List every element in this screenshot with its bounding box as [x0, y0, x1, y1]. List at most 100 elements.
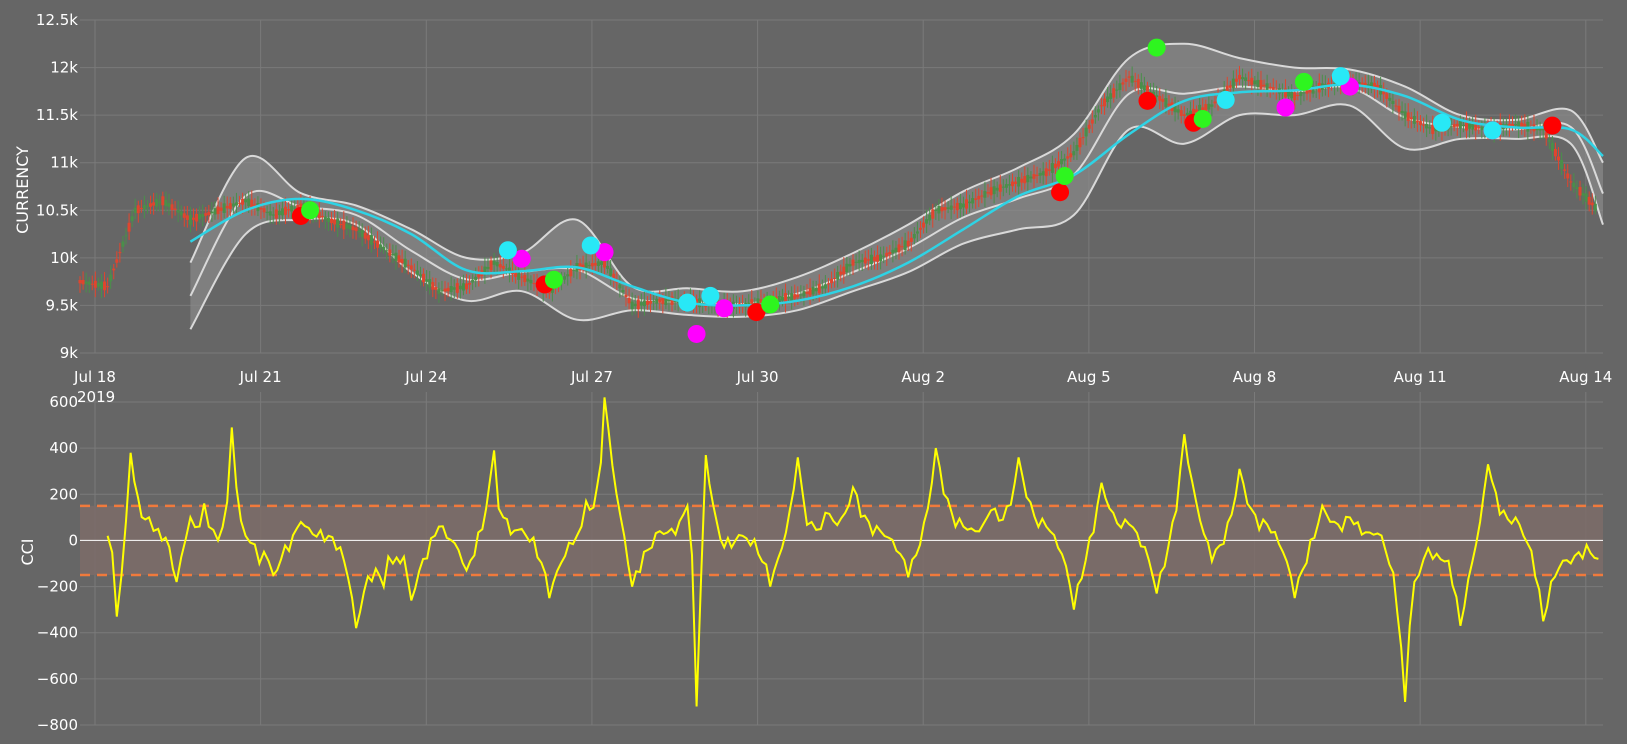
candle-body — [915, 231, 919, 234]
candle-body — [452, 287, 456, 290]
candle-body — [1449, 126, 1453, 128]
price-y-tick-label: 9.5k — [45, 296, 78, 314]
candle-body — [425, 279, 429, 282]
candle-body — [1241, 77, 1245, 80]
candle-body — [1063, 158, 1067, 161]
candle-body — [1207, 103, 1211, 110]
x-tick-label: Jul 18 — [73, 368, 116, 386]
candle-body — [1234, 78, 1238, 82]
candle-body — [946, 207, 950, 209]
cci-y-tick-label: 600 — [49, 393, 78, 411]
candle-body — [928, 214, 932, 221]
candle-body — [1593, 203, 1597, 211]
candle-body — [259, 207, 263, 210]
candle-body — [698, 298, 702, 308]
candle-body — [1109, 93, 1113, 99]
candle-body — [363, 232, 367, 239]
x-tick-label: Jul 21 — [239, 368, 282, 386]
candle-body — [566, 274, 570, 277]
candle-body — [145, 205, 149, 207]
cci-y-tick-label: −400 — [37, 624, 78, 642]
candle-body — [925, 219, 929, 224]
candle-body — [1011, 181, 1015, 187]
candle-body — [912, 233, 916, 239]
candle-body — [1464, 120, 1468, 131]
candle-body — [1471, 124, 1475, 130]
candle-body — [526, 278, 530, 282]
candle-body — [517, 270, 521, 280]
candle-body — [1145, 85, 1149, 94]
candle-body — [1198, 104, 1202, 115]
signal-marker-green — [761, 295, 780, 314]
candle-body — [879, 254, 883, 262]
candle-body — [176, 210, 180, 213]
candle-body — [1391, 100, 1395, 104]
candle-body — [149, 203, 153, 207]
price-y-tick-label: 11k — [50, 154, 78, 172]
candle-body — [1455, 123, 1459, 127]
candle-body — [1293, 92, 1297, 101]
candle-body — [1130, 75, 1134, 83]
candle-body — [989, 187, 993, 196]
candle-body — [1520, 122, 1524, 129]
cci-y-tick-label: 200 — [49, 485, 78, 503]
candle-body — [1035, 174, 1039, 177]
candle-body — [958, 203, 962, 210]
candle-body — [443, 288, 447, 292]
cci-y-tick-label: −200 — [37, 578, 78, 596]
axis-labels: Jul 18 Jul 21 Jul 24 Jul 27 Jul 30 Aug 2 Aug 5… — [13, 11, 1612, 734]
candle-body — [1366, 84, 1370, 86]
candle-body — [784, 293, 788, 303]
candle-body — [1041, 171, 1045, 176]
candle-body — [336, 218, 340, 228]
candle-body — [1149, 91, 1153, 93]
candle-body — [1179, 110, 1183, 116]
candle-body — [369, 235, 373, 245]
candle-body — [84, 281, 88, 284]
candle-body — [179, 211, 183, 216]
candle-body — [652, 301, 656, 303]
candle-body — [1376, 85, 1380, 89]
candle-body — [1020, 178, 1024, 183]
candle-body — [234, 202, 238, 206]
candle-body — [1363, 82, 1367, 87]
candle-body — [593, 262, 597, 266]
candle-body — [1575, 187, 1579, 190]
candle-body — [253, 204, 257, 207]
candle-body — [1204, 104, 1208, 112]
candle-body — [268, 211, 272, 216]
cci-threshold-band — [80, 504, 1603, 577]
candle-body — [1164, 98, 1168, 107]
candle-body — [81, 279, 85, 285]
candle-body — [412, 269, 416, 271]
candle-body — [900, 246, 904, 248]
candle-body — [124, 235, 128, 237]
candle-body — [1075, 144, 1079, 151]
signal-marker-magenta — [595, 243, 614, 262]
signal-markers — [291, 38, 1562, 343]
candle-body — [627, 298, 631, 304]
candle-body — [777, 296, 781, 303]
candle-body — [1231, 78, 1235, 89]
candle-body — [93, 280, 97, 288]
candle-body — [351, 226, 355, 231]
candle-body — [1112, 88, 1116, 98]
candle-body — [872, 256, 876, 262]
candle-body — [584, 262, 588, 270]
candle-body — [1121, 82, 1125, 85]
candle-body — [1290, 91, 1294, 99]
candle-body — [931, 209, 935, 219]
signal-marker-magenta — [512, 249, 531, 268]
candle-body — [888, 252, 892, 255]
candle-body — [1142, 85, 1146, 90]
candle-body — [1468, 123, 1472, 129]
candle-body — [1458, 120, 1462, 129]
candle-body — [802, 291, 806, 297]
candle-body — [1369, 82, 1373, 89]
signal-marker-cyan — [1216, 90, 1235, 109]
candle-body — [1081, 137, 1085, 139]
candle-body — [1133, 80, 1137, 82]
x-tick-label: Aug 11 — [1394, 368, 1447, 386]
